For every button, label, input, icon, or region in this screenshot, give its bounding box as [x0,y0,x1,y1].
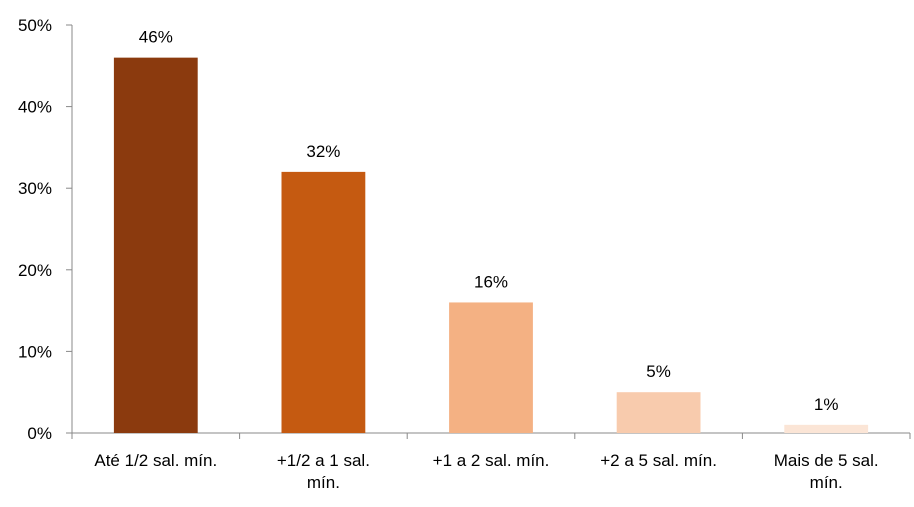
data-label: 46% [139,28,173,47]
bar [113,57,198,433]
bars [113,57,869,433]
y-tick-label: 20% [18,261,52,280]
data-labels: 46% 32% 16% 5% 1% [139,28,839,414]
y-tick-label: 40% [18,98,52,117]
y-tick-label: 0% [27,424,52,443]
bar [616,392,701,433]
data-label: 5% [646,362,671,381]
y-axis: 0% 10% 20% 30% 40% 50% [18,16,73,443]
x-axis: Até 1/2 sal. mín. +1/2 a 1 sal. mín. +1 a 2… [71,432,911,492]
bar [784,424,869,433]
data-label: 16% [474,272,508,291]
y-tick-label: 50% [18,16,52,35]
y-tick-label: 10% [18,342,52,361]
bar [449,302,533,433]
data-label: 32% [306,142,340,161]
x-category-label: +1/2 a 1 sal. mín. [277,451,370,492]
x-category-label: Até 1/2 sal. mín. [94,451,217,470]
data-label: 1% [814,395,839,414]
y-tick-label: 30% [18,179,52,198]
bar [281,171,366,433]
x-category-label: Mais de 5 sal. mín. [774,451,879,492]
x-category-label: +2 a 5 sal. mín. [600,451,717,470]
x-category-label: +1 a 2 sal. mín. [433,451,550,470]
